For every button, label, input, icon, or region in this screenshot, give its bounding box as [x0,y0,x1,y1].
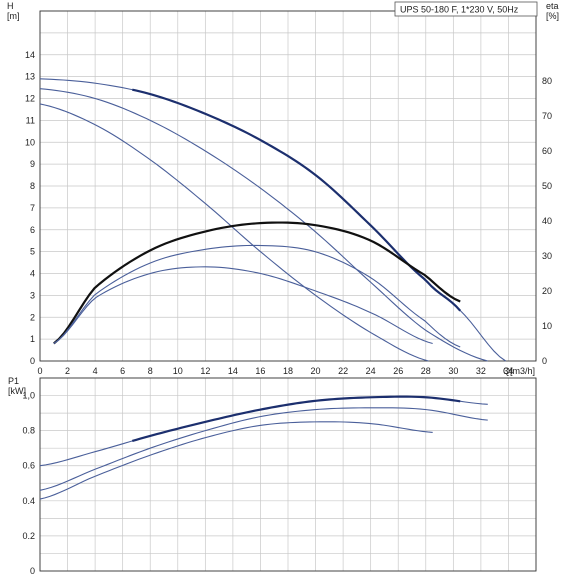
head-curve [39,103,429,362]
power-y-tick-label: 0.4 [22,496,35,506]
y-tick-label: 6 [30,225,35,235]
efficiency-curve [53,266,433,345]
title-box [394,1,538,17]
head-chart-grid [39,10,537,362]
x-tick-label: 26 [393,366,403,376]
x-tick-label: 32 [476,366,486,376]
y-tick-label: 2 [30,312,35,322]
y-tick-label: 10 [25,137,35,147]
efficiency-curve [53,244,461,348]
power-curve [39,407,488,491]
y-tick-label: 7 [30,203,35,213]
head-chart-ticks: 0 2 4 6 8 10 12 14 16 18 20 22 24 26 28 30 32 34012345678… [25,50,552,376]
head-curve [39,78,507,362]
power-y-tick-label: 1,0 [22,391,35,401]
y-right-tick-label: 40 [542,216,552,226]
y-right-tick-label: 10 [542,321,552,331]
y-tick-label: 14 [25,50,35,60]
y-tick-label: 0 [30,356,35,366]
x-tick-label: 34 [503,366,513,376]
x-tick-label: 0 [37,366,42,376]
y-tick-label: 12 [25,94,35,104]
y-right-tick-label: 60 [542,146,552,156]
power-chart-curves [39,395,488,500]
y-tick-label: 8 [30,181,35,191]
x-tick-label: 4 [93,366,98,376]
power-chart-frame [39,377,537,572]
x-tick-label: 2 [65,366,70,376]
x-tick-label: 12 [200,366,210,376]
power-curve [39,421,433,500]
y-right-tick-label: 20 [542,286,552,296]
y-right-tick-label: 80 [542,76,552,86]
efficiency-curve-operating-range [53,221,461,345]
y-tick-label: 9 [30,159,35,169]
head-chart-curves [39,78,507,362]
power-y-tick-label: 0.8 [22,426,35,436]
power-y-tick-label: 0.2 [22,531,35,541]
y-tick-label: 3 [30,290,35,300]
x-tick-label: 20 [311,366,321,376]
x-tick-label: 8 [148,366,153,376]
y-tick-label: 13 [25,72,35,82]
y-tick-label: 1 [30,334,35,344]
head-curve [39,88,488,362]
y-right-tick-label: 0 [542,356,547,366]
y-tick-label: 4 [30,269,35,279]
power-chart-ticks: 0 0.2 0.4 0.6 0.8 1,0 [22,391,35,576]
x-tick-label: 18 [283,366,293,376]
x-tick-label: 10 [173,366,183,376]
x-tick-label: 28 [421,366,431,376]
head-axis-label: H [m] [7,1,20,21]
head-curve-operating-range [132,88,462,312]
y-right-tick-label: 50 [542,181,552,191]
head-chart-frame [39,10,537,362]
power-y-tick-label: 0 [30,566,35,576]
y-tick-label: 5 [30,247,35,257]
y-right-tick-label: 30 [542,251,552,261]
chart-title: UPS 50-180 F, 1*230 V, 50Hz [400,5,519,15]
y-tick-label: 11 [26,115,35,125]
x-tick-label: 24 [366,366,376,376]
power-chart-grid [39,377,537,572]
power-curve-operating-range [132,395,461,443]
x-tick-label: 22 [338,366,348,376]
x-tick-label: 16 [255,366,265,376]
power-axis-label: P1 [kW] [8,376,26,396]
power-y-tick-label: 0.6 [22,461,35,471]
eta-axis-label: eta [%] [546,1,559,21]
x-tick-label: 6 [120,366,125,376]
efficiency-curve [53,221,461,344]
y-right-tick-label: 70 [542,111,552,121]
x-tick-label: 30 [448,366,458,376]
flow-axis-label: Q[m3/h] [503,366,535,376]
x-tick-label: 14 [228,366,238,376]
